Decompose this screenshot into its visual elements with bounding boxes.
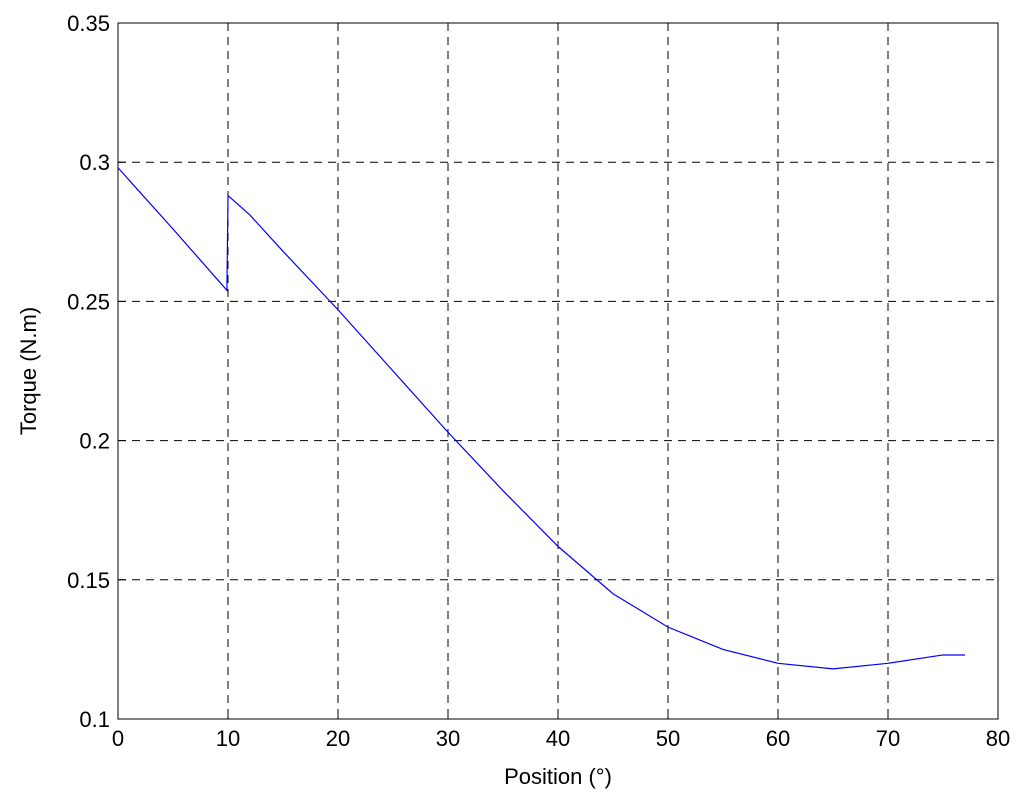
x-tick-label: 80	[986, 726, 1010, 751]
y-tick-label: 0.2	[79, 429, 110, 454]
y-tick-label: 0.3	[79, 150, 110, 175]
data-line	[117, 167, 965, 670]
x-axis-label: Position (°)	[504, 764, 612, 789]
x-tick-label: 50	[656, 726, 680, 751]
x-tick-label: 10	[216, 726, 240, 751]
y-axis-label: Torque (N.m)	[16, 307, 41, 435]
y-tick-label: 0.1	[79, 707, 110, 732]
y-tick-label: 0.35	[67, 11, 110, 36]
y-tick-label: 0.25	[67, 289, 110, 314]
x-tick-label: 40	[546, 726, 570, 751]
x-tick-label: 20	[326, 726, 350, 751]
x-tick-label: 70	[876, 726, 900, 751]
x-tick-label: 0	[112, 726, 124, 751]
x-tick-label: 60	[766, 726, 790, 751]
axes-box	[117, 22, 999, 720]
x-tick-label: 30	[436, 726, 460, 751]
y-tick-label: 0.15	[67, 568, 110, 593]
